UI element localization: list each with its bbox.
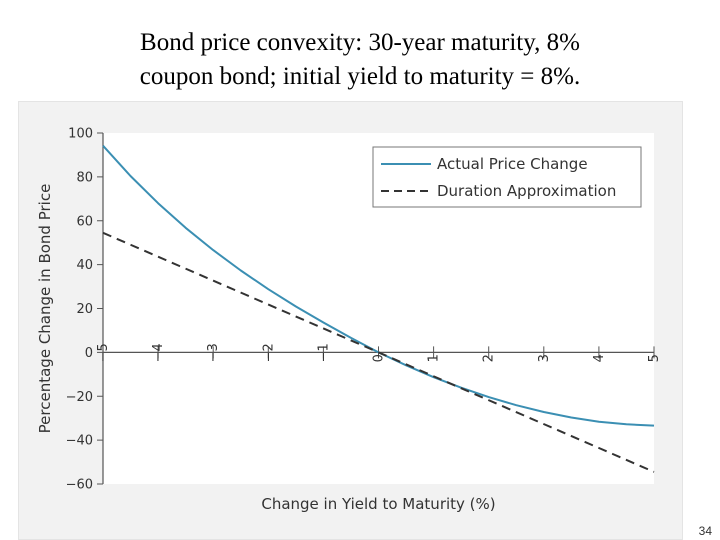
legend-label-duration: Duration Approximation: [437, 182, 616, 200]
legend-label-actual: Actual Price Change: [437, 155, 588, 173]
chart-panel: 100 80 60 40 20 0 −20 −40 −60 −5 −4 −3 −2 −1 0 1 2 3 4 5 Ac…: [18, 101, 683, 540]
legend-box: [372, 146, 642, 208]
y-tick-label: 60: [76, 214, 93, 229]
x-tick-label: −4: [151, 343, 166, 362]
y-tick-label: 100: [68, 127, 93, 142]
x-tick-label: −1: [316, 343, 331, 362]
legend: Actual Price Change Duration Approximatio…: [372, 146, 642, 208]
convexity-chart: 100 80 60 40 20 0 −20 −40 −60 −5 −4 −3 −2 −1 0 1 2 3 4 5 Ac…: [36, 127, 662, 514]
x-tick-label: 1: [427, 354, 442, 362]
series-layer: [102, 145, 655, 473]
duration-approximation-line: [102, 231, 655, 473]
y-tick-label: −40: [66, 434, 93, 449]
x-tick-label: 4: [592, 354, 607, 362]
x-tick-label: 0: [372, 354, 387, 362]
x-axis-label: Change in Yield to Maturity (%): [261, 495, 495, 513]
x-tick-label: −3: [206, 343, 221, 362]
x-tick-label: −5: [96, 343, 111, 362]
slide-title-line-1: Bond price convexity: 30-year maturity, …: [140, 29, 580, 56]
y-tick-label: 40: [76, 258, 93, 273]
y-axis-label: Percentage Change in Bond Price: [36, 184, 54, 434]
x-tick-label: 5: [647, 354, 662, 362]
y-tick-label: 20: [76, 302, 93, 317]
y-tick-label: 80: [76, 170, 93, 185]
x-tick-label: 3: [537, 354, 552, 362]
x-tick-label: −2: [261, 343, 276, 362]
y-tick-label: 0: [85, 346, 93, 361]
slide-title-line-2: coupon bond; initial yield to maturity =…: [139, 63, 581, 90]
y-tick-label: −20: [66, 390, 93, 405]
slide-title: Bond price convexity: 30-year maturity, …: [0, 26, 720, 94]
y-tick-label: −60: [66, 478, 93, 493]
x-tick-label: 2: [482, 354, 497, 362]
page-number: 34: [698, 524, 712, 538]
